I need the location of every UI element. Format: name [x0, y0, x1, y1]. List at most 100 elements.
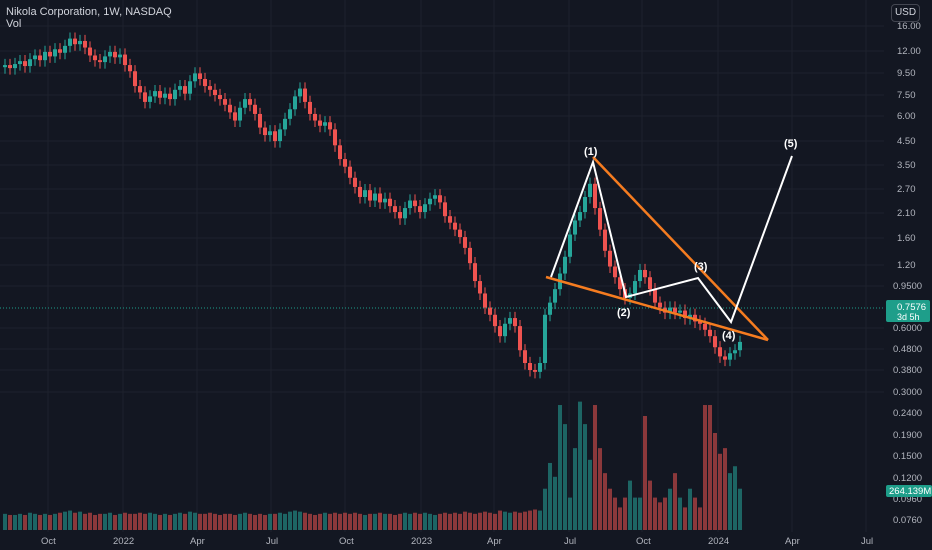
volume-bar	[493, 513, 497, 530]
volume-bar	[433, 514, 437, 530]
y-tick: 12.00	[897, 46, 921, 57]
candle	[178, 86, 182, 90]
y-tick: 16.00	[897, 21, 921, 32]
volume-bar	[358, 513, 362, 530]
volume-bar	[83, 513, 87, 530]
y-tick: 1.60	[897, 233, 916, 244]
x-tick: 2022	[113, 536, 134, 547]
candle	[513, 318, 517, 327]
y-tick: 0.6000	[893, 323, 922, 334]
candle	[278, 129, 282, 142]
candle	[573, 220, 577, 235]
candle	[308, 101, 312, 114]
volume-bar	[228, 513, 232, 530]
vol-tick: 0.0960	[893, 494, 922, 505]
candle	[33, 55, 37, 60]
candle	[98, 60, 102, 63]
wedge-lines	[545, 156, 769, 342]
candle	[528, 362, 532, 371]
candle	[653, 289, 657, 303]
candle	[593, 183, 597, 209]
volume-bar	[468, 512, 472, 530]
volume-bar	[498, 510, 502, 530]
volume-bar	[183, 513, 187, 530]
candle	[438, 195, 442, 203]
candle	[503, 323, 507, 337]
candle	[598, 208, 602, 230]
volume-bar	[648, 480, 652, 530]
candle	[163, 93, 167, 98]
volume-bar	[548, 462, 552, 530]
volume-bar	[593, 405, 597, 530]
candle	[393, 206, 397, 213]
x-tick: Apr	[785, 536, 800, 547]
candle	[113, 51, 117, 58]
candlesticks	[3, 32, 742, 379]
volume-bar	[723, 448, 727, 530]
volume-bar	[243, 512, 247, 530]
y-tick: 2.10	[897, 208, 916, 219]
volume-bar	[698, 507, 702, 530]
volume-bar	[373, 513, 377, 530]
volume-bar	[233, 514, 237, 530]
volume-bar	[533, 509, 537, 530]
volume-bar	[348, 513, 352, 530]
volume-bar	[248, 513, 252, 530]
currency-button[interactable]: USD	[891, 4, 920, 22]
volume-bar	[503, 511, 507, 530]
y-tick: 2.70	[897, 184, 916, 195]
candle	[83, 40, 87, 48]
candle	[688, 314, 692, 319]
candle	[508, 318, 512, 324]
price-axis: 16.00 12.00 9.50 7.50 6.00 4.50 3.50 2.7…	[893, 21, 922, 526]
candle	[613, 266, 617, 278]
volume-bar	[318, 513, 322, 530]
volume-bar	[263, 514, 267, 530]
candle	[28, 59, 32, 67]
candle	[328, 122, 332, 130]
candle	[143, 92, 147, 102]
candle	[563, 256, 567, 274]
volume-bar	[43, 513, 47, 530]
volume-bar	[553, 476, 557, 530]
candle	[48, 51, 52, 57]
candle	[638, 269, 642, 282]
candle	[218, 95, 222, 100]
candle	[193, 73, 197, 82]
volume-bar	[323, 512, 327, 530]
y-tick: 7.50	[897, 90, 916, 101]
vol-tick: 0.1500	[893, 451, 922, 462]
x-tick: Apr	[190, 536, 205, 547]
volume-bar	[568, 497, 572, 530]
candle	[338, 145, 342, 160]
volume-bar	[643, 416, 647, 530]
candle	[418, 206, 422, 213]
volume-bar	[473, 513, 477, 530]
candle	[518, 326, 522, 351]
candle	[368, 190, 372, 201]
candle	[343, 159, 347, 167]
volume-bar	[683, 507, 687, 530]
volume-bar	[443, 512, 447, 530]
candle	[223, 99, 227, 105]
volume-bar	[703, 405, 707, 530]
vol-tick: 0.0760	[893, 515, 922, 526]
candle	[408, 200, 412, 209]
volume-bar	[418, 513, 422, 530]
y-tick: 6.00	[897, 111, 916, 122]
candle	[398, 212, 402, 219]
volume-bar	[23, 514, 27, 530]
volume-bar	[198, 513, 202, 530]
wave-label-5: (5)	[784, 138, 798, 150]
volume-bar	[203, 513, 207, 530]
volume-bar	[528, 510, 532, 530]
candle	[548, 302, 552, 315]
volume-bar	[603, 473, 607, 530]
candle	[463, 237, 467, 248]
volume-bar	[388, 513, 392, 530]
candle	[288, 109, 292, 119]
volume-bar	[138, 512, 142, 530]
candle	[678, 310, 682, 313]
vol-tick: 0.3000	[893, 387, 922, 398]
